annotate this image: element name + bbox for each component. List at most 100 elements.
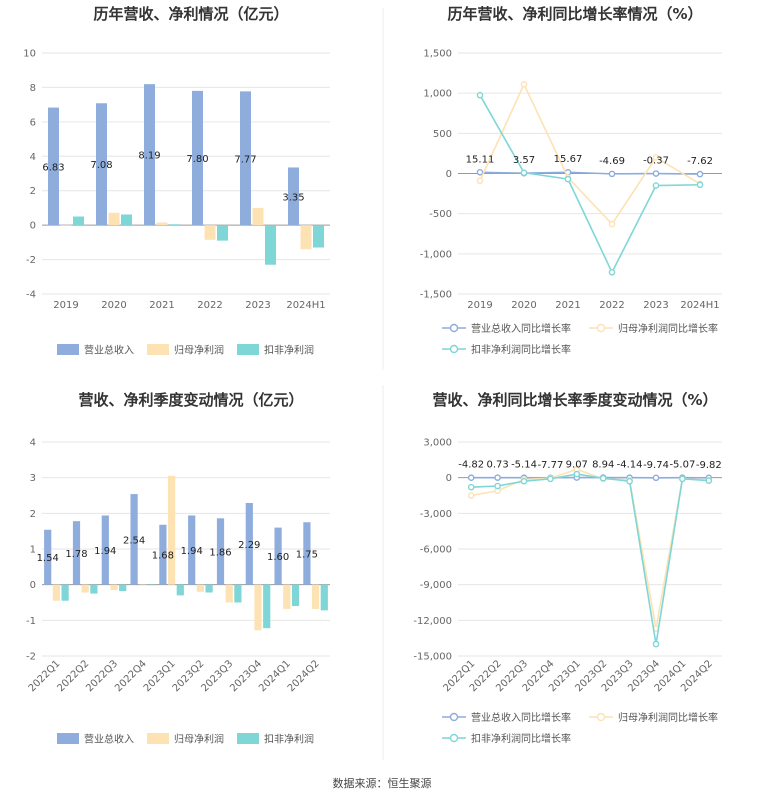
line-series-3 — [479, 94, 701, 275]
y-tick-label: -15,000 — [413, 652, 452, 663]
bar-series-3 — [73, 216, 84, 226]
point-series-3 — [476, 91, 484, 99]
point-series-3 — [573, 470, 581, 478]
y-tick-label: 6 — [30, 117, 36, 128]
point-series-3 — [467, 483, 475, 491]
data-label: 1.86 — [209, 547, 231, 558]
point-series-3 — [520, 477, 528, 485]
bar-series-1 — [192, 90, 203, 226]
data-label: 7.80 — [186, 154, 208, 165]
point-series-3 — [705, 477, 713, 484]
bar-series-1 — [303, 522, 311, 585]
bar-series-3 — [265, 225, 276, 265]
y-tick-label: 1,000 — [423, 89, 452, 100]
y-tick-label: -2 — [26, 255, 36, 266]
x-tick-label: 2022 — [599, 300, 624, 311]
data-label: 1.78 — [65, 549, 87, 560]
line-series-2 — [471, 468, 709, 629]
bar-series-1 — [159, 524, 167, 585]
data-label: 15.67 — [554, 154, 583, 165]
point-series-3 — [599, 474, 607, 482]
legend-swatch — [147, 344, 169, 355]
bar-series-2 — [204, 225, 216, 240]
data-label: 1.94 — [181, 546, 203, 557]
legend-label: 扣非净利润 — [264, 733, 314, 746]
y-tick-label: 1 — [30, 545, 36, 556]
bar-series-1 — [130, 494, 138, 585]
legend-marker — [449, 323, 459, 333]
bar-series-2 — [108, 212, 120, 226]
y-tick-label: 0 — [446, 169, 452, 180]
data-label: -9.82 — [696, 460, 722, 471]
bar-series-3 — [217, 225, 228, 241]
bar-series-3 — [205, 584, 213, 593]
legend-swatch — [57, 344, 79, 355]
chart-annual-amounts: 历年营收、净利情况（亿元） -4 -2 0 2 4 6 8 10 2019 2020 2021 2022… — [23, 5, 330, 357]
y-tick-label: -500 — [429, 209, 452, 220]
bar-series-3 — [313, 225, 324, 248]
point-series-1 — [494, 474, 501, 481]
bar-series-3 — [169, 224, 180, 226]
x-tick-label: 2021 — [555, 300, 580, 311]
point-series-3 — [679, 475, 686, 483]
bar-series-2 — [156, 222, 168, 226]
y-tick-label: -1,000 — [420, 249, 452, 260]
point-series-1 — [696, 170, 704, 178]
point-series-1 — [467, 474, 475, 482]
bar-series-3 — [320, 584, 328, 611]
y-tick-label: -6,000 — [420, 545, 452, 556]
x-tick-label: 2019 — [53, 300, 78, 311]
chart-quarterly-growth: 营收、净利同比增长率季度变动情况（%） -15,000 -12,000 -9,000 -… — [413, 391, 722, 745]
bar-series-2 — [225, 584, 233, 603]
bar-series-1 — [245, 502, 253, 585]
data-label: -0.37 — [643, 156, 669, 167]
data-label: 6.83 — [42, 162, 64, 173]
bar-series-3 — [291, 584, 300, 607]
legend-marker — [449, 712, 459, 722]
y-tick-label: 0 — [30, 221, 36, 232]
legend-label: 归母净利润 — [174, 733, 224, 746]
data-label: 1.94 — [94, 546, 116, 557]
y-tick-label: -1,500 — [420, 290, 452, 301]
point-series-2 — [652, 154, 660, 161]
legend-label: 扣非净利润同比增长率 — [471, 732, 571, 745]
data-label: 9.07 — [566, 460, 588, 471]
bar-series-2 — [139, 584, 147, 586]
data-label: 3.35 — [282, 192, 304, 203]
bar-series-3 — [176, 584, 184, 596]
point-series-3 — [696, 181, 704, 189]
y-tick-label: 0 — [30, 580, 36, 591]
bar-series-2 — [312, 584, 320, 609]
y-tick-label: -4 — [26, 290, 36, 301]
point-series-1 — [608, 170, 616, 178]
chart-title: 营收、净利同比增长率季度变动情况（%） — [432, 391, 717, 409]
y-tick-label: 0 — [446, 473, 452, 484]
x-tick-label: 2019 — [467, 300, 492, 311]
data-label: -7.62 — [687, 156, 713, 167]
data-label: -5.07 — [669, 460, 695, 471]
line-series-3 — [471, 473, 709, 645]
data-label: 15.11 — [466, 154, 495, 165]
x-tick-label: 2024H1 — [286, 300, 325, 311]
bar-series-1 — [240, 91, 251, 226]
y-tick-label: 3,000 — [423, 438, 452, 449]
point-series-3 — [547, 475, 554, 483]
chart-quarterly-amounts: 营收、净利季度变动情况（亿元）-2-1012342022Q12022Q22022… — [26, 391, 330, 746]
data-label: -4.14 — [617, 460, 643, 471]
y-tick-label: 8 — [30, 83, 36, 94]
bar-series-2 — [60, 225, 72, 227]
bar-series-1 — [188, 515, 196, 585]
chart-annual-growth: 历年营收、净利同比增长率情况（%） -1,500 -1,000 -500 0 500 1,0… — [420, 5, 722, 356]
point-series-3 — [520, 169, 528, 176]
data-label: 1.60 — [267, 552, 289, 563]
bar-series-2 — [300, 225, 312, 250]
bar-series-3 — [121, 214, 132, 226]
bar-series-2 — [110, 584, 118, 591]
bar-series-3 — [234, 584, 242, 603]
legend-swatch — [237, 733, 259, 744]
data-label: 7.77 — [234, 154, 256, 165]
point-series-3 — [494, 482, 501, 490]
x-tick-label: 2021 — [149, 300, 174, 311]
legend-marker — [596, 323, 606, 333]
